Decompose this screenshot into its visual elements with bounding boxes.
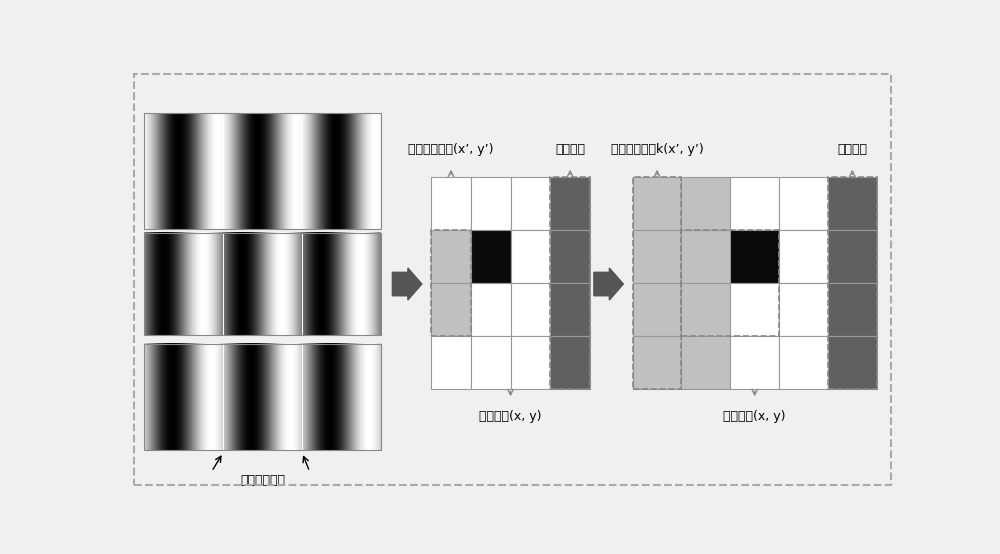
Bar [633,336,681,388]
Bar [431,336,471,388]
Bar [431,230,471,283]
Bar [550,283,590,336]
Bar [511,230,550,283]
Bar [471,336,511,388]
Text: 级次相位: 级次相位 [555,143,585,156]
Bar [681,177,730,230]
Bar [828,177,877,230]
Bar [828,283,877,336]
Bar [431,177,471,230]
Bar [471,230,511,283]
Bar [779,230,828,283]
Bar [779,177,828,230]
Bar [471,283,511,336]
FancyArrow shape [594,268,623,300]
Bar [550,177,590,230]
Bar [511,283,550,336]
Bar [633,177,681,388]
Bar [550,177,590,388]
Bar [633,230,681,283]
Bar [511,336,550,388]
Bar [779,283,828,336]
Bar [471,177,511,230]
Text: 像素坐标(x, y): 像素坐标(x, y) [479,410,542,423]
Bar [633,283,681,336]
Text: 最近边缘坐标(x’, y’): 最近边缘坐标(x’, y’) [408,143,494,156]
Bar [431,230,471,336]
Bar [730,230,779,283]
Bar [144,114,381,229]
Bar [144,233,381,335]
Bar [681,230,730,283]
Bar [633,177,681,230]
Text: 最近条纹级次k(x’, y’): 最近条纹级次k(x’, y’) [611,143,703,156]
Bar [730,336,779,388]
Bar [144,343,381,450]
Text: 像素坐标(x, y): 像素坐标(x, y) [723,410,786,423]
Bar [681,336,730,388]
Text: 周期边缘数値: 周期边缘数値 [240,474,285,487]
Bar [828,230,877,283]
Bar [431,283,471,336]
Bar [681,230,779,336]
Bar [550,336,590,388]
Bar [828,177,877,388]
Bar [550,230,590,283]
Bar [511,177,550,230]
Bar [779,336,828,388]
Text: 条纹级次: 条纹级次 [837,143,867,156]
Bar [730,177,779,230]
FancyArrow shape [392,268,422,300]
Bar [828,336,877,388]
Bar [730,283,779,336]
Bar [681,283,730,336]
